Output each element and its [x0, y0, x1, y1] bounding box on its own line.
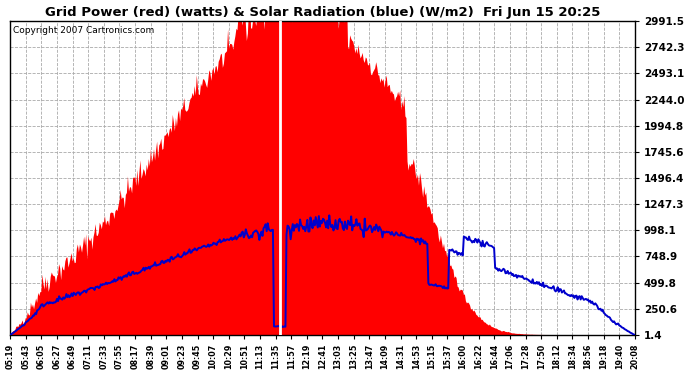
Title: Grid Power (red) (watts) & Solar Radiation (blue) (W/m2)  Fri Jun 15 20:25: Grid Power (red) (watts) & Solar Radiati… [45, 6, 600, 18]
Text: Copyright 2007 Cartronics.com: Copyright 2007 Cartronics.com [13, 26, 155, 35]
